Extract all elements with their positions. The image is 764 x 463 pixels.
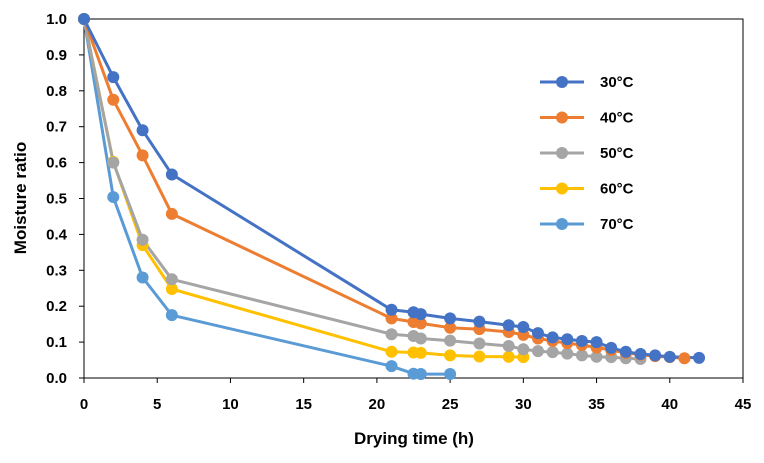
data-point-50C <box>575 349 588 362</box>
data-point-30C <box>619 345 632 358</box>
data-point-50C <box>136 233 149 246</box>
data-point-30C <box>649 349 662 362</box>
data-point-50C <box>590 350 603 363</box>
y-tick-label: 1.0 <box>46 11 67 28</box>
data-point-50C <box>546 346 559 359</box>
y-tick-label: 0.4 <box>46 226 68 243</box>
legend-marker-70C <box>556 218 568 230</box>
data-point-50C <box>385 328 398 341</box>
data-point-40C <box>678 352 691 365</box>
data-point-70C <box>107 191 120 204</box>
x-tick-label: 40 <box>661 396 678 413</box>
data-point-30C <box>165 168 178 181</box>
data-point-60C <box>414 346 427 359</box>
legend-label-40C: 40°C <box>600 110 634 127</box>
data-point-30C <box>78 13 90 25</box>
x-tick-label: 25 <box>442 396 459 413</box>
data-point-30C <box>502 319 515 332</box>
legend-marker-30C <box>556 76 568 88</box>
y-tick-label: 0.9 <box>46 47 67 64</box>
data-point-70C <box>444 368 457 381</box>
x-tick-label: 5 <box>153 396 161 413</box>
data-point-30C <box>414 308 427 321</box>
data-point-50C <box>444 334 457 347</box>
y-axis-title: Moisture ratio <box>11 142 30 254</box>
data-point-30C <box>531 327 544 340</box>
data-point-50C <box>414 332 427 345</box>
data-point-50C <box>517 343 530 356</box>
data-point-30C <box>385 303 398 316</box>
series-markers <box>78 13 706 381</box>
data-point-30C <box>634 347 647 360</box>
data-point-70C <box>136 271 149 284</box>
data-point-60C <box>502 350 515 363</box>
y-tick-label: 0.3 <box>46 262 67 279</box>
y-tick-label: 0.6 <box>46 155 67 172</box>
data-point-40C <box>107 93 120 106</box>
legend-label-60C: 60°C <box>600 181 634 198</box>
legend-marker-40C <box>556 111 568 124</box>
data-point-30C <box>575 335 588 348</box>
data-point-30C <box>561 333 574 346</box>
data-point-30C <box>663 350 676 363</box>
data-point-60C <box>165 282 178 295</box>
data-point-30C <box>136 124 149 137</box>
data-point-30C <box>444 312 457 325</box>
data-point-40C <box>444 321 457 334</box>
data-point-60C <box>473 350 486 363</box>
series-line-30C <box>82 18 700 360</box>
legend-label-50C: 50°C <box>600 145 634 162</box>
y-tick-label: 0.7 <box>46 119 67 136</box>
data-point-30C <box>517 321 530 334</box>
x-tick-label: 15 <box>295 396 312 413</box>
data-point-30C <box>590 336 603 349</box>
data-point-50C <box>561 347 574 360</box>
x-tick-label: 20 <box>369 396 386 413</box>
series-line-40C <box>82 18 685 360</box>
legend-marker-60C <box>556 182 568 195</box>
data-point-30C <box>107 71 120 84</box>
x-tick-label: 0 <box>80 396 88 413</box>
legend-marker-50C <box>556 147 568 159</box>
y-tick-label: 0.8 <box>46 83 67 100</box>
legend: 30°C 40°C 50°C 60°C 70°C <box>540 74 634 233</box>
data-point-40C <box>165 207 178 220</box>
legend-label-30C: 30°C <box>600 74 634 91</box>
data-point-70C <box>414 368 427 381</box>
data-point-30C <box>473 315 486 328</box>
x-tick-label: 45 <box>735 396 752 413</box>
data-point-30C <box>605 341 618 354</box>
data-point-30C <box>546 331 559 344</box>
axes: 0 5 10 15 20 25 30 35 40 45 0.0 0.1 0.2 0.3 0.4 0.5 0.6 0… <box>46 11 751 413</box>
x-tick-label: 35 <box>588 396 605 413</box>
data-point-50C <box>502 340 515 353</box>
series-line-60C <box>82 18 524 359</box>
data-point-40C <box>414 317 427 330</box>
y-tick-label: 0.1 <box>46 334 67 351</box>
data-point-30C <box>693 351 706 364</box>
y-tick-label: 0.5 <box>46 191 67 208</box>
data-point-40C <box>385 312 398 325</box>
x-tick-label: 30 <box>515 396 532 413</box>
data-point-40C <box>136 149 149 162</box>
x-tick-label: 10 <box>222 396 239 413</box>
data-point-70C <box>165 309 178 322</box>
legend-label-70C: 70°C <box>600 216 634 233</box>
data-point-50C <box>473 337 486 350</box>
data-point-60C <box>385 345 398 358</box>
data-point-50C <box>165 273 178 286</box>
y-tick-label: 0.2 <box>46 298 67 315</box>
data-point-70C <box>385 360 398 373</box>
x-axis-title: Drying time (h) <box>354 429 474 448</box>
y-tick-label: 0.0 <box>46 370 67 387</box>
data-point-50C <box>531 345 544 358</box>
data-point-60C <box>444 349 457 362</box>
data-point-50C <box>107 156 120 169</box>
